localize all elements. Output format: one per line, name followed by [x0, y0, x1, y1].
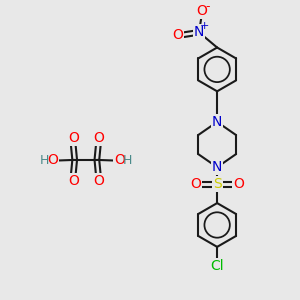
Text: N: N: [194, 25, 204, 39]
Text: O: O: [190, 177, 201, 191]
Text: N: N: [212, 160, 222, 174]
Text: H: H: [122, 154, 132, 167]
Text: O: O: [196, 4, 207, 18]
Text: O: O: [68, 131, 79, 145]
Text: S: S: [213, 177, 221, 191]
Text: Cl: Cl: [210, 259, 224, 273]
Text: -: -: [206, 0, 210, 13]
Text: +: +: [200, 21, 209, 31]
Text: O: O: [93, 175, 104, 188]
Text: O: O: [233, 177, 244, 191]
Text: O: O: [93, 131, 104, 145]
Text: O: O: [114, 154, 125, 167]
Text: H: H: [40, 154, 49, 167]
Text: O: O: [68, 175, 79, 188]
Text: O: O: [172, 28, 183, 42]
Text: O: O: [68, 131, 79, 145]
Text: O: O: [47, 154, 58, 167]
Text: N: N: [212, 115, 222, 129]
